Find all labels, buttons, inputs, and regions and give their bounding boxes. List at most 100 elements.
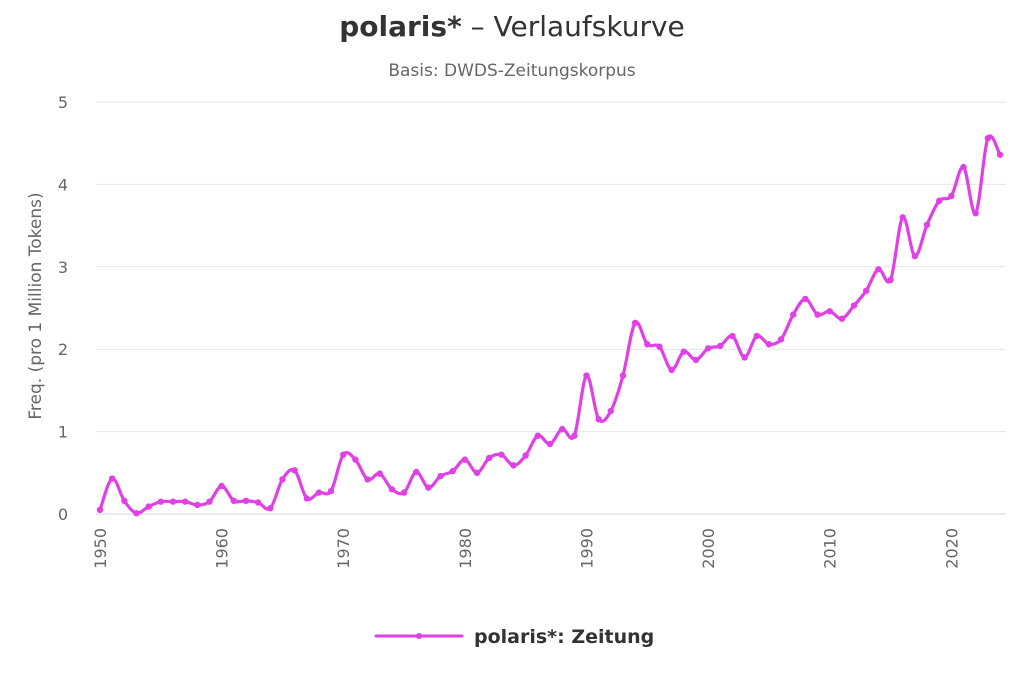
data-point-2022[interactable] [972, 210, 979, 217]
data-point-1987[interactable] [546, 440, 554, 448]
data-point-1993[interactable] [619, 372, 627, 379]
data-point-1985[interactable] [522, 452, 529, 459]
data-point-2006[interactable] [777, 336, 785, 343]
x-tick-label: 1960 [213, 528, 232, 569]
data-point-1978[interactable] [437, 472, 444, 480]
data-point-2013[interactable] [863, 287, 870, 294]
y-tick-label: 3 [58, 258, 68, 277]
data-point-2011[interactable] [838, 315, 846, 322]
data-point-2019[interactable] [935, 197, 943, 205]
data-point-2020[interactable] [948, 192, 955, 200]
legend-label: polaris*: Zeitung [474, 626, 654, 648]
data-point-1997[interactable] [668, 366, 675, 373]
data-point-1955[interactable] [157, 498, 165, 505]
data-point-1954[interactable] [145, 503, 152, 510]
chart-subtitle: Basis: DWDS-Zeitungskorpus [388, 61, 636, 81]
data-point-1989[interactable] [571, 432, 578, 439]
x-tick-label: 1950 [91, 528, 110, 569]
data-point-2001[interactable] [717, 342, 724, 350]
data-point-1963[interactable] [254, 499, 262, 506]
data-point-2024[interactable] [996, 151, 1004, 158]
data-point-1982[interactable] [485, 454, 493, 462]
data-point-1958[interactable] [194, 501, 201, 509]
data-point-1956[interactable] [169, 498, 177, 505]
data-point-1951[interactable] [108, 475, 116, 482]
y-tick-label: 1 [58, 423, 68, 442]
series-line [98, 134, 1002, 515]
data-point-2010[interactable] [826, 308, 833, 315]
y-tick-label: 4 [58, 175, 68, 194]
data-point-2004[interactable] [753, 332, 760, 340]
data-point-1965[interactable] [279, 476, 286, 483]
data-point-1981[interactable] [473, 469, 481, 476]
data-point-2016[interactable] [899, 214, 906, 221]
data-point-1962[interactable] [242, 497, 250, 505]
data-point-2023[interactable] [984, 135, 992, 142]
axis-layer: 0 1 2 3 4 5 1950 1960 1970 1980 1990 2000 2010 2020 Fr… [26, 93, 961, 569]
data-point-1988[interactable] [558, 425, 566, 433]
data-point-1979[interactable] [449, 467, 456, 475]
data-point-2012[interactable] [850, 302, 858, 309]
data-point-1959[interactable] [206, 498, 213, 505]
data-point-2003[interactable] [741, 354, 748, 361]
data-point-1973[interactable] [376, 470, 383, 477]
data-point-1972[interactable] [364, 476, 371, 483]
data-point-2018[interactable] [923, 221, 931, 228]
legend-marker-swatch [416, 633, 422, 639]
data-point-1953[interactable] [133, 509, 140, 517]
data-point-1957[interactable] [181, 498, 189, 505]
data-point-2002[interactable] [729, 332, 736, 340]
data-point-1995[interactable] [644, 341, 651, 348]
data-point-2014[interactable] [875, 266, 882, 273]
data-point-1977[interactable] [425, 484, 432, 491]
data-point-1967[interactable] [303, 495, 310, 502]
data-point-1952[interactable] [121, 497, 128, 505]
data-point-2009[interactable] [814, 311, 821, 318]
x-tick-label: 2010 [821, 528, 840, 569]
x-tick-label: 2000 [699, 528, 718, 569]
data-point-1974[interactable] [388, 486, 396, 493]
x-tick-label: 2020 [942, 528, 961, 569]
data-point-1986[interactable] [534, 432, 542, 439]
data-point-1984[interactable] [510, 462, 517, 469]
data-point-1999[interactable] [692, 356, 700, 364]
data-point-1976[interactable] [413, 468, 420, 476]
x-tick-label: 1980 [456, 528, 475, 569]
legend[interactable]: polaris*: Zeitung [374, 626, 654, 648]
data-point-1966[interactable] [291, 467, 298, 474]
data-point-1998[interactable] [680, 348, 687, 355]
data-point-2017[interactable] [911, 252, 919, 260]
data-point-2015[interactable] [887, 276, 894, 284]
y-tick-label: 2 [58, 340, 68, 359]
y-tick-label: 0 [58, 505, 68, 524]
data-point-1968[interactable] [315, 489, 323, 496]
chart-title-term: polaris* [339, 10, 462, 43]
data-point-2021[interactable] [960, 163, 967, 171]
data-point-2008[interactable] [802, 295, 809, 303]
series-layer [96, 134, 1004, 517]
data-point-1960[interactable] [218, 482, 225, 490]
data-point-1950[interactable] [96, 506, 104, 514]
data-point-1970[interactable] [340, 451, 347, 458]
data-point-1964[interactable] [267, 505, 274, 512]
data-point-1969[interactable] [327, 487, 335, 495]
data-point-1983[interactable] [498, 451, 505, 458]
data-point-1992[interactable] [607, 407, 615, 415]
data-point-1975[interactable] [400, 489, 408, 496]
data-point-1971[interactable] [352, 456, 359, 463]
data-point-2007[interactable] [790, 311, 797, 318]
x-tick-label: 1970 [334, 528, 353, 569]
data-point-1991[interactable] [595, 416, 602, 423]
data-point-2000[interactable] [704, 345, 712, 352]
data-point-1996[interactable] [656, 343, 663, 350]
data-point-1994[interactable] [631, 319, 639, 327]
data-point-2005[interactable] [765, 341, 773, 348]
chart-title: polaris* – Verlaufskurve [0, 10, 1024, 43]
chart-title-rest: – Verlaufskurve [461, 10, 685, 43]
x-tick-label: 1990 [577, 528, 596, 569]
data-point-1980[interactable] [461, 456, 469, 463]
data-point-1961[interactable] [230, 497, 237, 505]
data-point-1990[interactable] [583, 372, 590, 379]
